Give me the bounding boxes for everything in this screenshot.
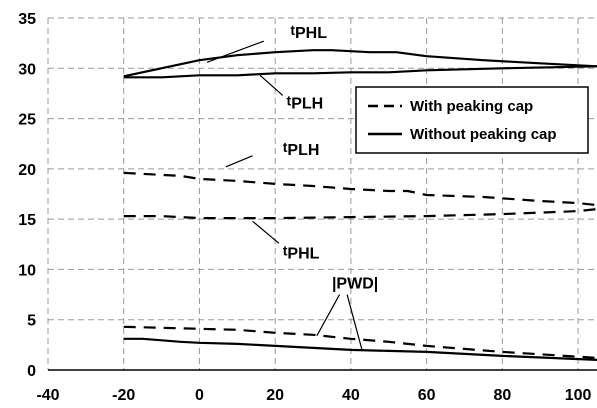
series-line (123, 337, 597, 361)
series-line (123, 208, 597, 220)
x-tick-label: 20 (266, 387, 284, 404)
legend-box (355, 86, 589, 154)
annotation-leader (252, 220, 280, 244)
annotation-leader (316, 294, 341, 337)
grid (47, 17, 597, 371)
y-tick-label: 15 (18, 212, 36, 229)
legend-label: Without peaking cap (410, 126, 557, 143)
annotation-leader (206, 40, 265, 63)
y-tick-label: 10 (18, 262, 36, 279)
y-tick-label: 25 (18, 112, 36, 129)
annotation-leaders (206, 40, 363, 352)
series-line (123, 171, 597, 207)
x-tick-label: 60 (418, 387, 436, 404)
x-tick-label: 40 (342, 387, 360, 404)
legend: With peaking cap Without peaking cap (355, 86, 589, 154)
series-line (123, 325, 597, 359)
annotation-label: |PWD| (332, 276, 378, 293)
y-tick-label: 30 (18, 61, 36, 78)
annotation-label: tPLH (287, 93, 324, 113)
x-tick-label: 100 (565, 387, 592, 404)
annotation-leader (225, 155, 253, 168)
annotation-label: tPHL (283, 242, 320, 262)
y-tick-label: 35 (18, 11, 36, 28)
x-tick-label: 80 (493, 387, 511, 404)
y-tick-label: 5 (27, 313, 36, 330)
x-tick-label: -20 (112, 387, 135, 404)
tick-labels: 0 5 10 15 20 25 30 35 -40 -20 0 20 40 60 80 100 (18, 11, 591, 404)
series-lines (123, 49, 597, 361)
annotation-label: tPHL (290, 22, 327, 42)
annotation-label: tPLH (283, 139, 320, 159)
annotations: tPHL tPLH tPLH tPHL |PWD| (283, 22, 379, 292)
x-tick-label: -40 (36, 387, 59, 404)
legend-label: With peaking cap (410, 98, 533, 115)
series-line (123, 65, 597, 79)
annotation-leader (259, 74, 284, 96)
x-tick-label: 0 (195, 387, 204, 404)
series-line (123, 49, 597, 78)
y-tick-label: 0 (27, 363, 36, 380)
y-tick-label: 20 (18, 162, 36, 179)
annotation-leader (346, 294, 363, 352)
